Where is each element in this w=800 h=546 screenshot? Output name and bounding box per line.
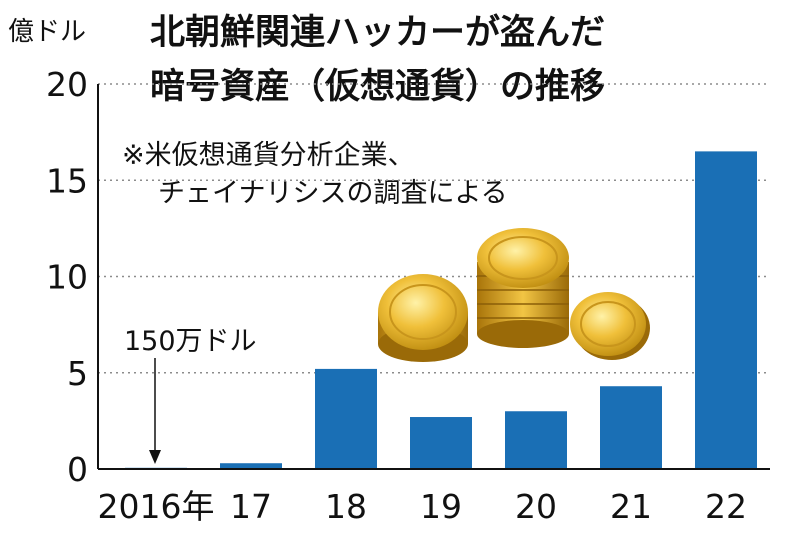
source-note-line-2: チェイナリシスの調査による	[158, 178, 508, 209]
y-unit-label: 億ドル	[8, 17, 86, 47]
x-tick-label: 17	[230, 487, 272, 526]
y-tick-label: 20	[46, 65, 88, 104]
y-tick-labels: 0 5 10 15 20	[46, 65, 88, 489]
x-tick-label: 19	[420, 487, 462, 526]
y-tick-label: 5	[67, 354, 88, 393]
y-tick-label: 15	[46, 161, 88, 200]
bar-4	[505, 411, 567, 469]
chart-title-line-2: 暗号資産（仮想通貨）の推移	[150, 67, 605, 107]
chart-title-line-1: 北朝鮮関連ハッカーが盗んだ	[150, 13, 605, 53]
bar-6	[695, 151, 757, 469]
bars	[125, 151, 757, 469]
bar-2	[315, 368, 377, 469]
x-tick-label: 2016年	[98, 487, 215, 526]
x-tick-label: 18	[325, 487, 367, 526]
x-tick-label: 21	[610, 487, 652, 526]
annotation-label: 150万ドル	[124, 326, 257, 357]
bar-1	[220, 463, 282, 469]
x-tick-label: 22	[705, 487, 747, 526]
source-note-line-1: ※米仮想通貨分析企業、	[122, 140, 415, 171]
x-tick-labels: 2016年 17 18 19 20 21 22	[98, 487, 747, 526]
gold-coins-icon	[378, 228, 650, 362]
bar-3	[410, 417, 472, 469]
y-tick-label: 10	[46, 258, 88, 297]
annotation-arrow-head	[149, 450, 161, 464]
bar-5	[600, 386, 662, 469]
x-tick-label: 20	[515, 487, 557, 526]
y-tick-label: 0	[67, 450, 88, 489]
